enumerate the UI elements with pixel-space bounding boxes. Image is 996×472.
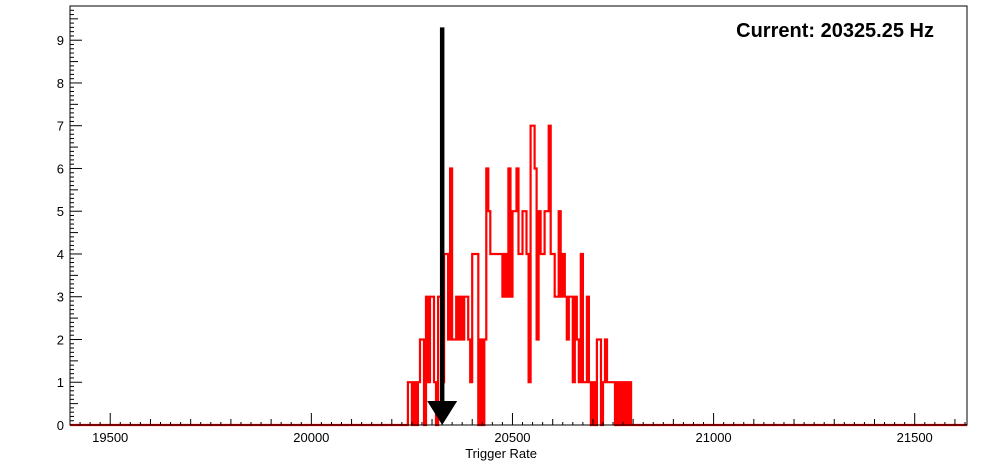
x-tick-label: 20000 [293, 430, 329, 445]
y-tick-label: 0 [57, 418, 64, 433]
y-tick-label: 3 [57, 290, 64, 305]
y-tick-label: 8 [57, 76, 64, 91]
x-tick-label: 21500 [897, 430, 933, 445]
y-tick-label: 6 [57, 161, 64, 176]
x-tick-label: 20500 [494, 430, 530, 445]
current-rate-arrow [427, 27, 458, 425]
plot-frame [69, 5, 968, 426]
y-tick-label: 9 [57, 33, 64, 48]
x-axis: 19500 20000 20500 21000 21500 [69, 413, 966, 445]
y-tick-label: 7 [57, 119, 64, 134]
x-tick-label: 19500 [92, 430, 128, 445]
arrow-head [427, 401, 458, 425]
y-tick-label: 4 [57, 247, 64, 262]
y-tick-label: 5 [57, 204, 64, 219]
x-axis-title: Trigger Rate [465, 446, 537, 461]
x-tick-label: 21000 [696, 430, 732, 445]
y-tick-label: 2 [57, 332, 64, 347]
y-tick-label: 1 [57, 375, 64, 390]
current-rate-annotation: Current: 20325.25 Hz [736, 20, 934, 42]
